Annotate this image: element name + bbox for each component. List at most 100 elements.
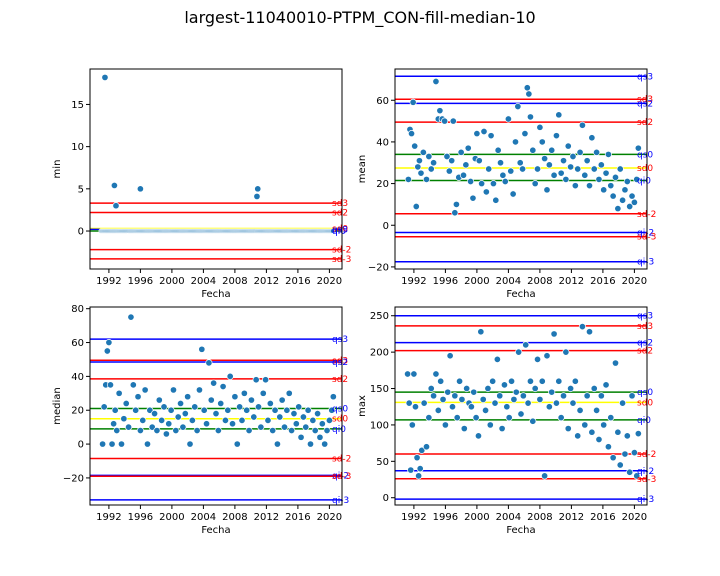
data-point [117,440,126,448]
data-point [525,90,533,98]
data-point [115,389,123,397]
data-point [526,113,535,121]
data-point [404,370,412,378]
data-point [167,406,175,414]
data-point [203,420,211,428]
data-point [311,426,319,435]
data-point [245,426,253,435]
y-tick-label: 20 [376,179,389,190]
data-point [456,377,464,385]
data-point [120,415,128,423]
y-tick-label: 100 [370,420,389,431]
data-point [541,472,549,480]
subplot-max: qs3sd3qs2sd2qs0sd0qi0sd-2qi-2sd-3qi-3199… [357,306,656,536]
data-point [247,396,255,404]
data-point [439,395,447,403]
data-point [595,435,603,444]
x-tick-label: 2020 [622,276,647,287]
ref-label-sd3: sd3 [637,322,653,332]
data-point [100,403,108,411]
ref-label-sd3: sd3 [332,199,348,209]
data-point [576,406,584,414]
data-point [499,171,507,179]
data-point [519,392,527,400]
y-axis-label: min [52,160,63,179]
data-point [179,423,187,431]
ref-label-sd3: sd3 [637,95,653,105]
y-tick-label: −20 [63,473,84,484]
data-point [521,130,529,138]
data-point [478,180,486,188]
data-point [600,186,608,194]
data-point [541,155,549,163]
data-point [619,196,627,204]
data-point [445,167,453,175]
data-point [634,144,642,152]
data-point [441,421,449,429]
x-tick-label: 2020 [317,512,342,523]
y-tick-label: 0 [78,227,84,238]
y-tick-label: 0 [383,221,389,232]
data-point [108,440,116,448]
data-point [515,348,523,356]
ref-label-qi-2: qi-2 [332,471,349,481]
data-point [516,159,524,167]
data-point [269,426,277,435]
data-point [323,426,331,435]
data-point [304,406,312,414]
axes-frame [89,68,343,270]
data-point [496,159,505,167]
data-point [273,440,281,448]
data-point [409,98,417,106]
data-point [571,377,579,385]
data-point [110,181,118,190]
data-point [414,163,422,171]
data-point [548,146,556,154]
data-point [418,446,426,454]
ref-label-sd2: sd2 [332,208,348,218]
data-point [441,117,449,125]
x-tick-label: 2016 [285,276,310,287]
data-point [432,77,440,86]
data-point [329,393,337,401]
data-point [259,389,267,397]
data-point [459,171,468,179]
data-point [278,396,286,404]
x-tick-label: 1992 [401,512,426,523]
data-point [153,426,161,435]
y-tick-label: 5 [78,184,84,195]
data-point [467,177,475,186]
data-point [543,186,551,194]
x-tick-label: 2004 [496,276,521,287]
data-point [226,372,234,380]
data-point [562,348,570,356]
y-tick-label: 40 [71,372,84,383]
data-point [489,377,497,385]
data-point [501,177,509,186]
y-tick-label: 50 [376,457,389,468]
data-point [493,355,501,363]
data-point [413,454,421,462]
data-point [112,202,120,210]
data-point [136,185,144,193]
data-point [600,421,608,429]
data-point [148,423,156,431]
ref-label-qi-2: qi-2 [637,229,654,239]
data-point [503,403,511,411]
data-point [136,426,144,435]
y-tick-label: 0 [78,440,84,451]
data-point [285,389,293,397]
data-point [590,384,598,393]
x-tick-label: 2012 [559,276,584,287]
data-point [228,420,237,428]
data-point [411,403,420,411]
ref-label-qi0: qi0 [332,227,346,237]
data-point [494,146,502,154]
data-point [574,165,582,173]
data-point [552,132,560,140]
data-point [200,406,208,414]
data-point [410,370,418,378]
data-point [550,330,558,338]
